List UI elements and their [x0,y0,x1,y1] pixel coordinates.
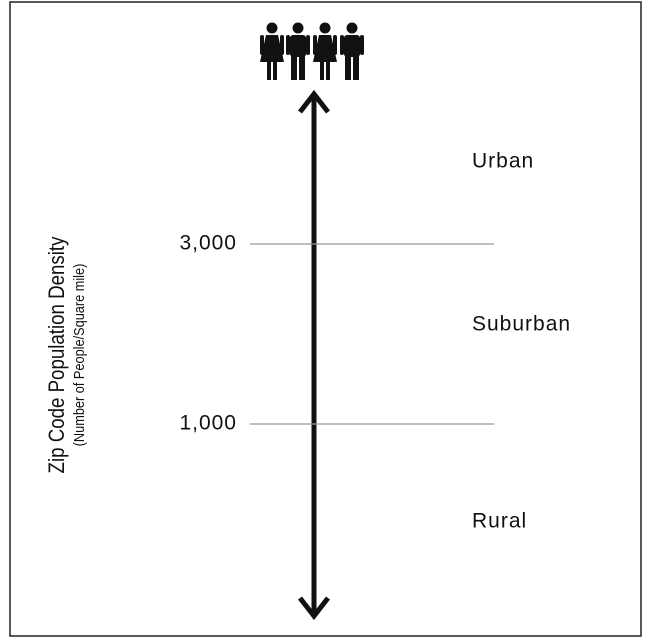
people-icon [260,22,364,80]
arrow-head-up [298,89,330,114]
threshold-label: 1,000 [179,412,237,435]
zone-label: Urban [472,150,534,173]
zone-label: Suburban [472,313,571,336]
axis-title-group: Zip Code Population Density (Number of P… [45,236,87,474]
threshold-label: 3,000 [179,232,237,255]
arrow-head-down [298,596,330,621]
axis-title: Zip Code Population Density [45,236,69,474]
axis-subtitle: (Number of People/Square mile) [70,264,87,447]
frame [9,1,642,637]
zone-label: Rural [472,510,527,533]
